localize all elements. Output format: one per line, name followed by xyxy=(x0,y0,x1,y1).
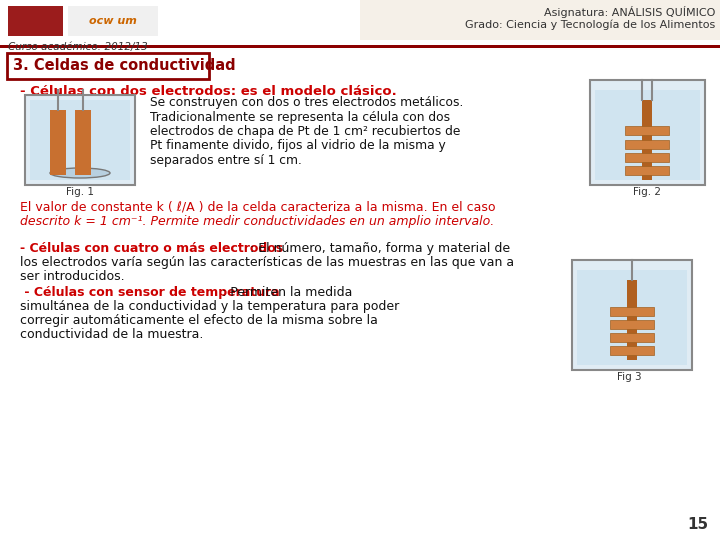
Bar xyxy=(610,307,654,316)
Bar xyxy=(360,0,720,40)
Bar xyxy=(577,270,687,365)
Text: Se construyen con dos o tres electrodos metálicos.: Se construyen con dos o tres electrodos … xyxy=(150,96,464,109)
Bar xyxy=(68,6,158,36)
Text: simultánea de la conductividad y la temperatura para poder: simultánea de la conductividad y la temp… xyxy=(20,300,400,313)
Bar xyxy=(625,140,669,149)
Bar xyxy=(642,100,652,180)
Text: Fig. 1: Fig. 1 xyxy=(66,187,94,197)
Text: Tradicionalmente se representa la célula con dos: Tradicionalmente se representa la célula… xyxy=(150,111,450,124)
Bar xyxy=(25,95,135,185)
Text: ser introducidos.: ser introducidos. xyxy=(20,270,125,283)
Text: Asignatura: ANÁLISIS QUÍMICO: Asignatura: ANÁLISIS QUÍMICO xyxy=(544,6,715,18)
Bar xyxy=(627,280,637,360)
Bar xyxy=(30,100,130,180)
Text: 3. Celdas de conductividad: 3. Celdas de conductividad xyxy=(13,58,235,73)
Bar xyxy=(610,320,654,329)
Bar xyxy=(590,80,705,185)
Text: corregir automáticamente el efecto de la misma sobre la: corregir automáticamente el efecto de la… xyxy=(20,314,378,327)
Text: 15: 15 xyxy=(687,517,708,532)
Text: Curso académico: 2012/13: Curso académico: 2012/13 xyxy=(8,42,148,52)
Text: - Células con sensor de temperatura: - Células con sensor de temperatura xyxy=(20,286,279,299)
FancyBboxPatch shape xyxy=(7,53,209,79)
Text: Fig 3: Fig 3 xyxy=(617,372,642,382)
Bar xyxy=(610,333,654,342)
Bar xyxy=(50,110,66,175)
Bar xyxy=(625,166,669,175)
Text: - Células con cuatro o más electrodos: - Células con cuatro o más electrodos xyxy=(20,242,283,255)
Text: los electrodos varía según las características de las muestras en las que van a: los electrodos varía según las caracterí… xyxy=(20,256,514,269)
Text: : Permiten la medida: : Permiten la medida xyxy=(222,286,352,299)
Text: Fig. 2: Fig. 2 xyxy=(633,187,661,197)
Ellipse shape xyxy=(50,168,110,178)
Text: : El número, tamaño, forma y material de: : El número, tamaño, forma y material de xyxy=(250,242,510,255)
Text: descrito k = 1 cm⁻¹. Permite medir conductividades en un amplio intervalo.: descrito k = 1 cm⁻¹. Permite medir condu… xyxy=(20,215,494,228)
Text: conductividad de la muestra.: conductividad de la muestra. xyxy=(20,328,203,341)
Text: ocw um: ocw um xyxy=(89,16,137,26)
Bar xyxy=(75,110,91,175)
Text: separados entre sí 1 cm.: separados entre sí 1 cm. xyxy=(150,154,302,167)
Bar xyxy=(625,126,669,135)
Bar xyxy=(595,90,700,180)
Text: Grado: Ciencia y Tecnología de los Alimentos: Grado: Ciencia y Tecnología de los Alime… xyxy=(464,19,715,30)
Bar xyxy=(0,45,720,48)
Bar xyxy=(625,153,669,162)
Text: El valor de constante k ( ℓ/A ) de la celda caracteriza a la misma. En el caso: El valor de constante k ( ℓ/A ) de la ce… xyxy=(20,200,495,213)
Bar xyxy=(572,260,692,370)
Text: Pt finamente divido, fijos al vidrio de la misma y: Pt finamente divido, fijos al vidrio de … xyxy=(150,139,446,152)
Bar xyxy=(8,6,63,36)
Text: - Células con dos electrodos: es el modelo clásico.: - Células con dos electrodos: es el mode… xyxy=(20,85,397,98)
Bar xyxy=(610,346,654,355)
Text: electrodos de chapa de Pt de 1 cm² recubiertos de: electrodos de chapa de Pt de 1 cm² recub… xyxy=(150,125,460,138)
